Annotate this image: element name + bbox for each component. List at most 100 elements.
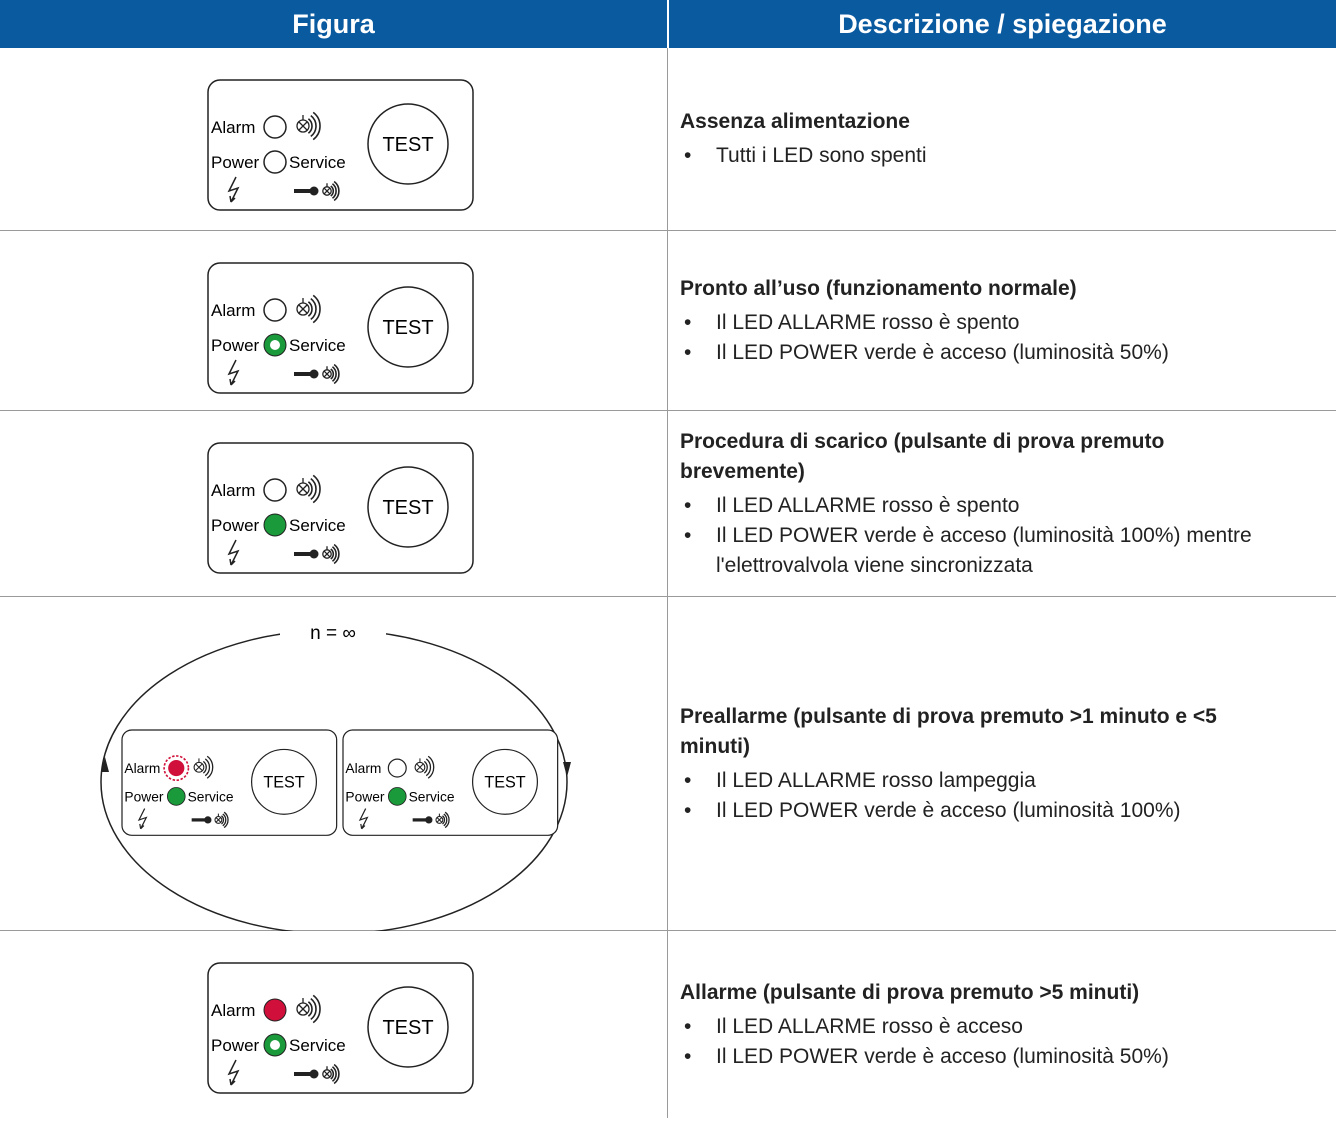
icon-wave: [425, 758, 432, 777]
panel-label: Alarm: [211, 481, 255, 500]
figure: n = ∞ Alarm Power Service TEST Alarm Power Serv…: [100, 617, 571, 935]
icon-wave: [441, 815, 446, 825]
icon-wave: [331, 546, 337, 562]
led-center: [270, 1040, 280, 1050]
icon-wave: [307, 1001, 313, 1017]
loop-label: n = ∞: [310, 623, 356, 644]
icon-sounder: [323, 366, 331, 378]
description-cell: Procedura di scarico (pulsante di prova …: [680, 411, 1290, 596]
icon-wrench: [204, 816, 212, 824]
figure-cell: Alarm Power Service TEST: [0, 231, 668, 410]
table-row: Alarm Power Service TEST Allarme (pulsante d…: [0, 931, 1336, 1118]
figure-cell: n = ∞ Alarm Power Service TEST Alarm Power Serv…: [0, 597, 668, 935]
table-row: n = ∞ Alarm Power Service TEST Alarm Power Serv…: [0, 597, 1336, 935]
panel-label: Alarm: [211, 118, 255, 137]
panel-label: Service: [289, 153, 346, 172]
icon-wave: [444, 811, 450, 829]
icon-wave: [206, 755, 214, 779]
icon-wave: [333, 180, 340, 202]
test-label: TEST: [263, 774, 304, 792]
test-button: [250, 748, 318, 815]
icon-wave: [202, 760, 207, 774]
description-cell: Allarme (pulsante di prova premuto >5 mi…: [680, 931, 1290, 1118]
panel-label: Power: [345, 789, 384, 804]
icon-wave: [310, 297, 317, 321]
icon-wave: [330, 548, 335, 560]
icon-wave: [331, 1066, 337, 1082]
led: [263, 115, 287, 139]
led-panel: Alarm Power Service TEST: [207, 262, 474, 394]
icon-wrench: [309, 369, 319, 379]
icon-wave: [331, 183, 337, 199]
panel-label: Service: [188, 789, 234, 804]
figure: Alarm Power Service TEST: [207, 79, 474, 211]
icon-wave: [333, 363, 340, 385]
test-button: [367, 986, 449, 1068]
panel-label: Alarm: [345, 761, 381, 776]
icon-wave: [312, 294, 321, 324]
icon-wrench: [309, 1069, 319, 1079]
panel-label: Alarm: [211, 1001, 255, 1020]
arrow-up: [101, 757, 109, 772]
icon-wave: [307, 481, 313, 497]
header-description: Descrizione / spiegazione: [669, 0, 1336, 48]
icon-lightning: [227, 1059, 240, 1086]
led: [263, 513, 287, 537]
led: [263, 298, 287, 322]
icon-wave: [443, 813, 448, 827]
led: [263, 478, 287, 502]
bullet-item: Il LED POWER verde è acceso (luminosità …: [680, 338, 1290, 368]
icon-sounder: [298, 298, 308, 314]
test-button: [367, 466, 449, 548]
icon-lightning: [227, 359, 240, 386]
icon-wave: [307, 301, 313, 317]
loop-label-bg: [280, 617, 386, 645]
icon-wave: [310, 997, 317, 1021]
figure: Alarm Power Service TEST: [207, 962, 474, 1094]
icon-wave: [330, 1068, 335, 1080]
led-panel: Alarm Power Service TEST: [207, 962, 474, 1094]
icon-lightning: [137, 808, 148, 830]
panel-label: Power: [124, 789, 163, 804]
icon-wave: [307, 118, 313, 134]
figure-cell: Alarm Power Service TEST: [0, 48, 668, 230]
led-halo: [163, 755, 190, 782]
led-panel: Alarm Power Service TEST: [207, 442, 474, 574]
led-panel: Alarm Power Service TEST: [121, 729, 338, 836]
icon-wrench: [309, 186, 319, 196]
test-label: TEST: [382, 497, 433, 519]
bullet-item: Il LED POWER verde è acceso (luminosità …: [680, 796, 1290, 826]
bullet-item: Il LED POWER verde è acceso (luminosità …: [680, 521, 1290, 581]
icon-wave: [423, 760, 428, 774]
table-row: Alarm Power Service TEST Assenza alimentazio…: [0, 48, 1336, 231]
row-title: Assenza alimentazione: [680, 110, 910, 133]
test-label: TEST: [382, 134, 433, 156]
panel-label: Service: [409, 789, 455, 804]
bullet-item: Il LED ALLARME rosso è acceso: [680, 1012, 1290, 1042]
test-button: [367, 103, 449, 185]
icon-sounder: [436, 813, 443, 823]
header-figure: Figura: [0, 0, 667, 48]
bullet-item: Tutti i LED sono spenti: [680, 141, 1290, 171]
figure-cell: Alarm Power Service TEST: [0, 411, 668, 596]
icon-wave: [333, 1063, 340, 1085]
icon-sounder: [193, 761, 205, 773]
icon-sounder: [195, 758, 203, 771]
description-cell: Preallarme (pulsante di prova premuto >1…: [680, 597, 1290, 930]
icon-wave: [312, 474, 321, 504]
icon-wave: [222, 813, 227, 827]
icon-wave: [312, 994, 321, 1024]
led-panel: Alarm Power Service TEST: [342, 729, 559, 836]
figure: Alarm Power Service TEST: [207, 262, 474, 394]
led-panel: Alarm Power Service TEST: [207, 79, 474, 211]
icon-lightning: [358, 808, 369, 830]
led: [263, 998, 287, 1022]
led: [387, 758, 407, 778]
icon-sounder: [323, 1066, 331, 1078]
icon-wave: [204, 758, 211, 777]
icon-sounder: [298, 115, 308, 131]
table-row: Alarm Power Service TEST Pronto all’uso (fun…: [0, 231, 1336, 411]
icon-sounder: [416, 758, 424, 771]
icon-wrench: [425, 816, 433, 824]
icon-wave: [220, 815, 225, 825]
